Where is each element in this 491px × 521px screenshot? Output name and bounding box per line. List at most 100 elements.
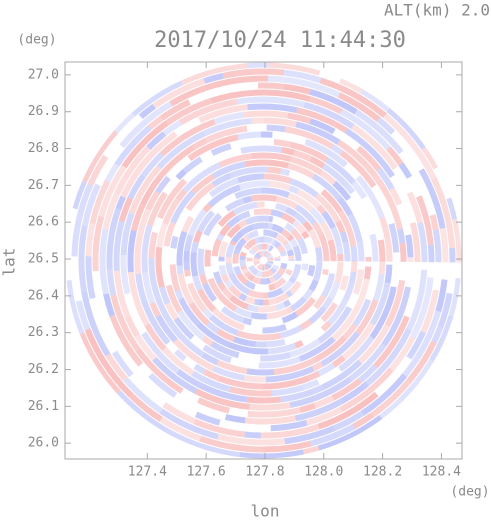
echo-cell	[169, 248, 176, 265]
echo-cell	[330, 226, 343, 247]
echo-cell	[194, 388, 250, 410]
echo-cell	[409, 222, 421, 263]
echo-cell	[235, 237, 247, 251]
echo-cell	[261, 250, 265, 257]
echo-cell	[156, 222, 168, 248]
echo-cell	[266, 338, 286, 348]
x-tick-label: 128.2	[363, 465, 402, 480]
echo-cell	[276, 244, 286, 253]
echo-cell	[281, 147, 295, 156]
echo-cell	[81, 129, 118, 183]
echo-cell	[224, 197, 245, 212]
echo-cell	[271, 223, 285, 234]
echo-cell	[265, 365, 315, 383]
echo-cell	[266, 124, 286, 133]
echo-cell	[207, 277, 223, 298]
echo-cell	[254, 298, 260, 306]
echo-cell	[286, 234, 295, 242]
echo-cell	[160, 99, 191, 121]
echo-cell	[218, 265, 227, 276]
echo-cell	[245, 215, 259, 225]
echo-cell	[378, 261, 386, 275]
echo-cell	[92, 251, 99, 272]
echo-cell	[287, 162, 315, 179]
echo-cell	[237, 131, 261, 141]
echo-cell	[181, 215, 194, 233]
echo-cell	[257, 305, 277, 313]
echo-cell	[148, 258, 163, 305]
echo-cell	[320, 302, 338, 323]
echo-cell	[134, 238, 143, 275]
echo-cell	[304, 138, 348, 168]
echo-cell	[193, 418, 245, 438]
echo-cell	[320, 221, 334, 242]
echo-cell	[232, 201, 258, 216]
echo-cell	[279, 325, 303, 339]
echo-cell	[221, 287, 234, 300]
echo-cell	[299, 319, 313, 331]
echo-cell	[252, 276, 261, 285]
echo-cell	[265, 262, 272, 269]
echo-cell	[268, 159, 289, 169]
echo-cell	[255, 341, 267, 348]
echo-cell	[213, 271, 223, 285]
echo-cell	[197, 288, 217, 313]
y-tick-label: 26.3	[28, 325, 59, 340]
echo-cell	[313, 395, 335, 409]
x-tick-label: 127.4	[128, 465, 167, 480]
echo-cell	[277, 267, 286, 276]
echo-cell	[288, 185, 300, 195]
echo-cell	[330, 144, 344, 156]
echo-cell	[420, 289, 439, 334]
echo-cell	[263, 264, 266, 271]
echo-cell	[121, 120, 169, 169]
echo-cell	[280, 280, 294, 293]
echo-cell	[217, 281, 227, 292]
echo-cell	[173, 317, 195, 340]
echo-cell	[131, 79, 184, 117]
echo-cell	[373, 315, 410, 369]
echo-cell	[337, 139, 378, 178]
echo-cell	[267, 222, 274, 230]
y-tick-label: 26.5	[28, 252, 59, 267]
echo-cell	[369, 233, 379, 262]
echo-cell	[281, 311, 299, 324]
echo-cell	[309, 250, 316, 261]
echo-cell	[99, 228, 109, 295]
echo-cell	[389, 336, 416, 372]
echo-cell	[410, 277, 434, 339]
echo-cell	[258, 356, 301, 369]
echo-cell	[140, 152, 164, 178]
echo-cell	[256, 201, 265, 208]
echo-cell	[157, 178, 188, 220]
echo-cell	[203, 72, 224, 84]
echo-cell	[365, 328, 412, 386]
echo-cell	[260, 352, 291, 362]
echo-cell	[239, 255, 246, 260]
echo-cell	[193, 363, 206, 375]
echo-cell	[183, 250, 190, 262]
echo-cell	[264, 250, 268, 257]
echo-cell	[71, 180, 87, 210]
echo-cell	[352, 298, 372, 327]
echo-cell	[339, 275, 349, 291]
echo-cell	[75, 300, 91, 331]
echo-cell	[316, 204, 327, 215]
echo-cell	[270, 267, 277, 275]
echo-cell	[259, 264, 264, 271]
echo-cell	[282, 239, 289, 247]
echo-cell	[207, 195, 221, 208]
echo-cell	[337, 92, 381, 122]
echo-cell	[147, 115, 164, 130]
echo-cell	[243, 244, 251, 251]
echo-cell	[103, 293, 116, 317]
echo-cell	[212, 365, 245, 381]
echo-cell	[169, 264, 181, 292]
echo-cell	[240, 224, 255, 235]
echo-cell	[240, 145, 282, 154]
echo-cell	[253, 256, 260, 260]
echo-cell	[218, 375, 264, 390]
x-tick-label: 127.8	[245, 465, 284, 480]
echo-cell	[248, 248, 256, 256]
echo-cell	[260, 423, 320, 439]
